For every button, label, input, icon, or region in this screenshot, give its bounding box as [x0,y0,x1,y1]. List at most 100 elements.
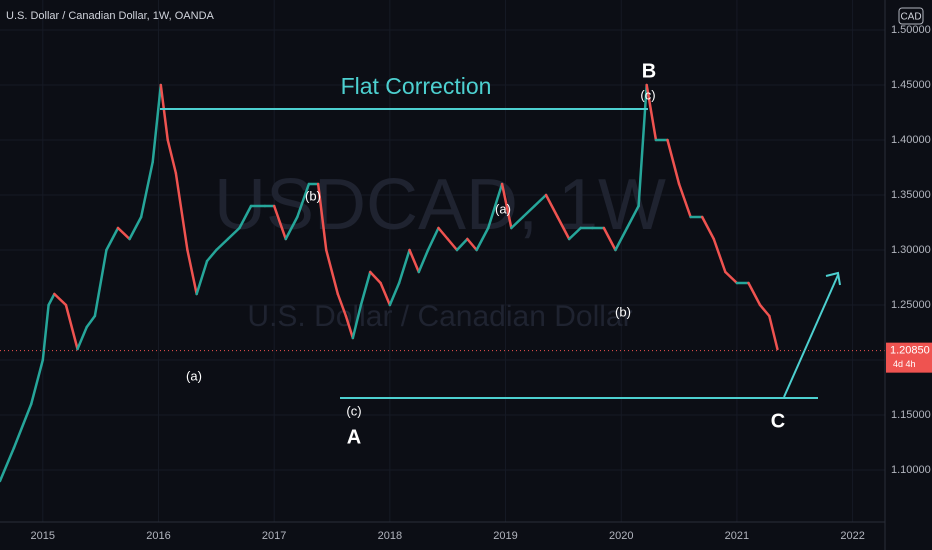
price-segment [500,182,513,230]
annotation: (b) [615,304,631,319]
x-tick-label: 2016 [146,530,170,542]
price-segment [0,446,16,483]
annotation: C [771,410,785,432]
x-tick-label: 2017 [262,530,286,542]
annotation: (c) [640,87,655,102]
x-tick-label: 2018 [378,530,402,542]
watermark-subtitle: U.S. Dollar / Canadian Dollar [247,300,632,333]
price-segment [272,204,287,241]
price-segment [533,193,548,208]
price-segment [166,138,178,175]
last-price-box [886,342,932,373]
price-segment [316,182,328,252]
price-segment [359,270,372,307]
price-segment [417,248,430,274]
price-segment [466,237,478,252]
y-tick-label: 1.45000 [891,79,931,91]
watermark: USDCAD, 1W [214,165,666,245]
price-segment [637,83,648,208]
x-tick-label: 2021 [725,530,749,542]
price-segment [159,83,169,142]
price-segment [397,248,411,285]
price-segment [29,358,45,406]
price-segment [41,303,50,362]
price-segment [388,281,401,307]
grid [0,0,885,522]
price-segment [116,226,131,241]
annotation: (c) [346,403,361,418]
x-tick-label: 2019 [493,530,517,542]
price-segment [614,226,629,252]
price-segment [215,237,230,252]
price-segment [712,237,727,274]
price-segment [486,182,504,230]
arrow-head [825,271,841,286]
price-segment [351,303,363,340]
price-segment [724,270,739,285]
price-segment [47,292,56,307]
price-segment [226,226,241,241]
y-tick-label: 1.35000 [891,189,931,201]
price-segment [128,215,143,241]
arrow-line [783,274,839,398]
annotation: Flat Correction [341,73,492,99]
annotation: (a) [186,368,202,383]
annotation: (b) [305,188,321,203]
price-segment [105,226,120,252]
y-tick-label: 1.25000 [891,299,931,311]
price-segment [53,292,68,307]
price-segment [645,83,658,142]
price-segment [12,402,33,450]
price-segment [195,259,209,296]
price-segment [344,314,355,340]
last-price-label: 1.20850 [890,345,930,357]
price-segment [85,314,97,329]
price-segment [238,204,253,230]
price-segment [544,193,559,219]
price-segment [174,171,189,252]
price-series [0,83,885,483]
price-segment [76,325,89,351]
price-segment [426,226,440,252]
price-segment [186,248,198,296]
y-tick-label: 1.10000 [891,464,931,476]
price-segment [510,215,525,230]
price-segment [139,160,154,219]
price-segment [93,248,108,318]
price-segment [758,303,771,318]
x-tick-label: 2022 [840,530,864,542]
currency[interactable]: CAD [900,12,921,23]
y-tick-label: 1.40000 [891,134,931,146]
price-segment [521,204,536,219]
chart-title: U.S. Dollar / Canadian Dollar, 1W, OANDA [6,10,215,22]
price-segment [336,292,348,318]
annotation: (a) [495,201,511,216]
y-tick-label: 1.50000 [891,24,931,36]
price-segment [296,182,311,219]
price-segment [284,215,299,241]
price-segment [567,226,582,241]
price-segment [324,248,340,296]
price-segment [379,281,392,307]
price-segment [151,83,163,164]
annotation: A [347,426,361,448]
y-tick-label: 1.15000 [891,409,931,421]
countdown: 4d 4h [893,359,916,369]
price-segment [556,215,571,241]
price-segment [408,248,421,274]
price-segment [475,226,490,252]
price-segment [602,226,617,252]
price-segment [437,226,449,241]
price-segment [455,237,469,252]
price-segment [677,182,692,219]
price-segment [368,270,382,285]
price-segment [625,204,640,230]
x-tick-label: 2015 [31,530,55,542]
price-segment [64,303,79,351]
price-segment [768,314,779,351]
annotation: B [642,60,656,82]
y-tick-label: 1.30000 [891,244,931,256]
currency-box[interactable] [898,7,924,25]
